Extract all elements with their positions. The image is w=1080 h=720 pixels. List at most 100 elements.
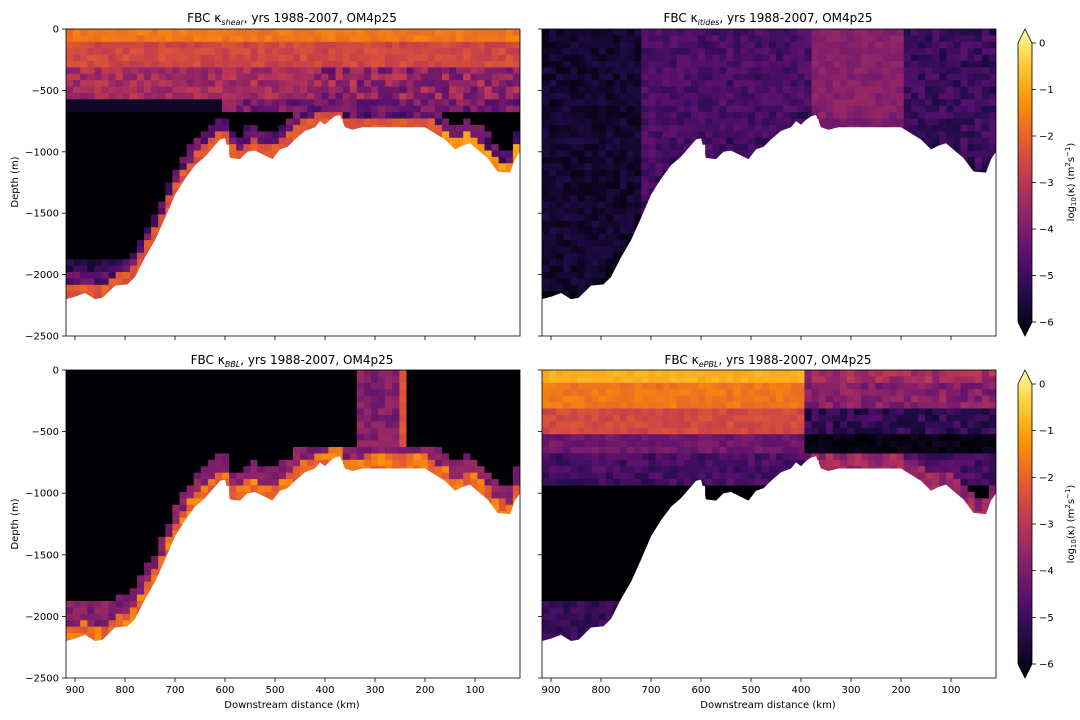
heatmap-cell [427, 459, 436, 467]
heatmap-cell [207, 447, 216, 455]
heatmap-cell [981, 112, 990, 120]
heatmap-cell [66, 370, 74, 378]
heatmap-cell [896, 67, 905, 75]
heatmap-cell [293, 447, 301, 455]
heatmap-cell [144, 188, 152, 196]
heatmap-cell [378, 389, 386, 397]
heatmap-cell [151, 112, 159, 120]
heatmap-cell [80, 581, 88, 589]
heatmap-cell [549, 530, 557, 538]
heatmap-cell [186, 472, 195, 480]
heatmap-cell [896, 80, 905, 88]
heatmap-cell [285, 453, 294, 461]
heatmap-cell [285, 48, 294, 56]
heatmap-cell [328, 421, 337, 429]
heatmap-cell [946, 86, 955, 94]
heatmap-cell [456, 382, 464, 390]
heatmap-cell [115, 459, 124, 467]
heatmap-cell [264, 118, 273, 126]
heatmap-cell [108, 421, 117, 429]
heatmap-cell [179, 118, 188, 126]
heatmap-cell [456, 472, 464, 480]
heatmap-cell [868, 41, 876, 49]
heatmap-cell [449, 92, 457, 100]
heatmap-cell [73, 575, 81, 583]
heatmap-cell [271, 434, 280, 442]
heatmap-cell [484, 80, 493, 88]
heatmap-cell [577, 434, 586, 442]
heatmap-cell [512, 80, 520, 88]
heatmap-cell [108, 466, 117, 474]
heatmap-cell [556, 427, 564, 435]
heatmap-cell [165, 144, 173, 152]
heatmap-cell [66, 156, 74, 164]
heatmap-cell [363, 118, 372, 126]
heatmap-cell [229, 447, 237, 455]
heatmap-cell [122, 35, 131, 43]
heatmap-cell [129, 562, 138, 570]
heatmap-cell [371, 370, 379, 378]
heatmap-cell [264, 466, 273, 474]
heatmap-cell [505, 73, 514, 81]
heatmap-cell [591, 272, 600, 280]
heatmap-cell [293, 434, 301, 442]
heatmap-cell [73, 240, 81, 248]
heatmap-cell [80, 370, 88, 378]
heatmap-cell [378, 105, 386, 113]
heatmap-cell [456, 408, 464, 416]
heatmap-cell [839, 112, 848, 120]
heatmap-cell [839, 60, 848, 68]
heatmap-cell [207, 440, 216, 448]
heatmap-cell [456, 389, 464, 397]
heatmap-cell [549, 201, 557, 209]
heatmap-cell [662, 54, 671, 62]
heatmap-cell [591, 594, 600, 602]
heatmap-cell [655, 112, 664, 120]
heatmap-cell [491, 124, 500, 132]
heatmap-cell [505, 395, 514, 403]
heatmap-cell [875, 48, 884, 56]
heatmap-cell [463, 131, 471, 139]
heatmap-cell [563, 137, 571, 145]
panel-kappa-itides: FBC κitides, yrs 1988-2007, OM4p25 [538, 11, 997, 340]
heatmap-cell [144, 517, 152, 525]
heatmap-cell [115, 182, 124, 190]
heatmap-cell [222, 35, 230, 43]
heatmap-cell [790, 86, 798, 94]
heatmap-cell [300, 73, 308, 81]
heatmap-cell [441, 112, 450, 120]
heatmap-cell [662, 163, 671, 171]
heatmap-cell [413, 60, 422, 68]
heatmap-cell [73, 421, 81, 429]
heatmap-cell [129, 259, 138, 267]
heatmap-cell [179, 48, 188, 56]
heatmap-cell [811, 105, 820, 113]
heatmap-cell [385, 99, 393, 107]
heatmap-cell [257, 408, 266, 416]
heatmap-cell [66, 48, 74, 56]
heatmap-cell [698, 67, 706, 75]
heatmap-cell [392, 402, 400, 410]
heatmap-cell [115, 543, 124, 551]
heatmap-cell [222, 80, 230, 88]
heatmap-cell [683, 131, 692, 139]
heatmap-cell [293, 382, 301, 390]
heatmap-cell [868, 29, 876, 36]
heatmap-cell [115, 208, 124, 216]
heatmap-cell [477, 479, 486, 487]
heatmap-cell [598, 99, 607, 107]
heatmap-cell [598, 498, 607, 506]
heatmap-cell [94, 434, 103, 442]
heatmap-cell [790, 118, 798, 126]
heatmap-cell [236, 370, 244, 378]
heatmap-cell [66, 382, 74, 390]
heatmap-cell [577, 607, 586, 615]
heatmap-cell [441, 124, 450, 132]
heatmap-cell [172, 86, 181, 94]
heatmap-cell [470, 402, 479, 410]
heatmap-cell [94, 491, 103, 499]
heatmap-cell [754, 67, 763, 75]
heatmap-cell [307, 414, 315, 422]
heatmap-cell [193, 498, 202, 506]
heatmap-cell [946, 35, 955, 43]
